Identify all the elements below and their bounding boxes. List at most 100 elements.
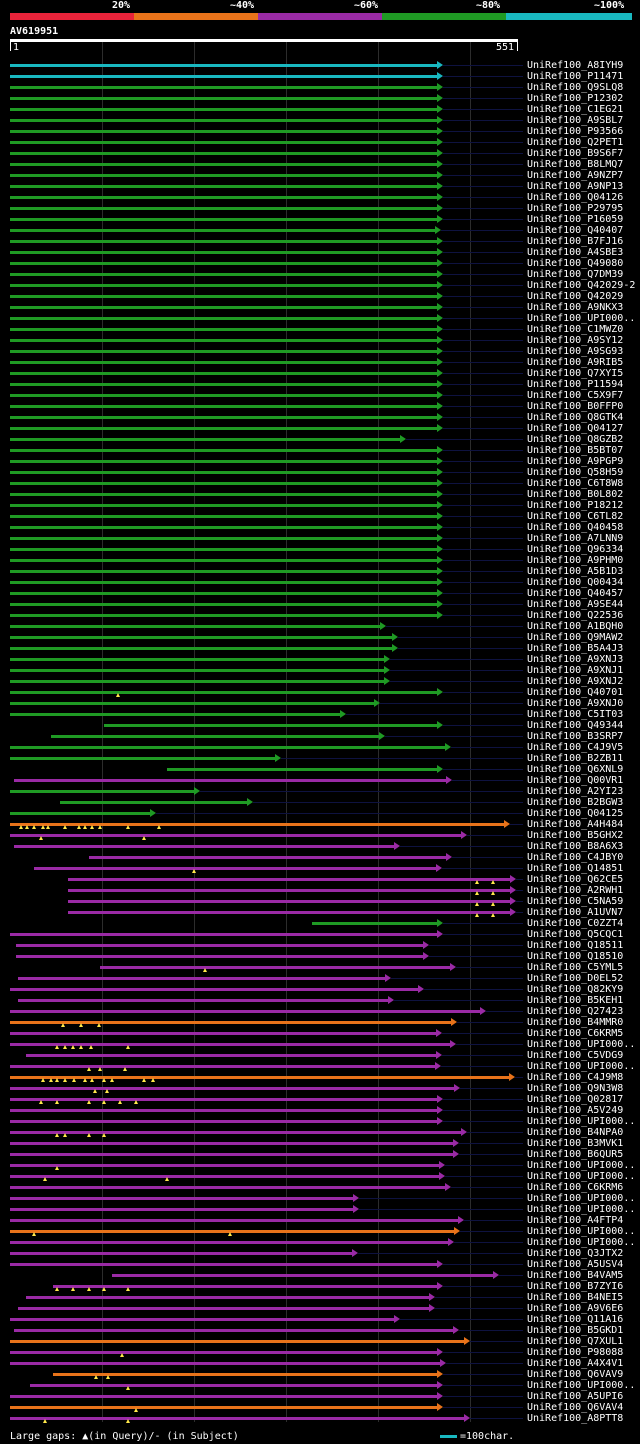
hit-label[interactable]: UniRef100_Q22536: [527, 610, 624, 621]
hit-bar[interactable]: [10, 196, 438, 199]
hit-bar[interactable]: [10, 482, 438, 485]
hit-label[interactable]: UniRef100_Q42029: [527, 291, 624, 302]
hit-label[interactable]: UniRef100_A9XNJ2: [527, 676, 624, 687]
hit-label[interactable]: UniRef100_Q42029-2: [527, 280, 636, 291]
hit-arrow-icon[interactable]: [437, 149, 444, 157]
hit-bar[interactable]: [17, 1307, 430, 1310]
hit-label[interactable]: UniRef100_B2BGW3: [527, 797, 624, 808]
hit-label[interactable]: UniRef100_A8IYH9: [527, 60, 624, 71]
hit-bar[interactable]: [10, 1120, 438, 1123]
hit-label[interactable]: UniRef100_A5V249: [527, 1105, 624, 1116]
hit-arrow-icon[interactable]: [437, 369, 444, 377]
hit-bar[interactable]: [10, 218, 438, 221]
hit-arrow-icon[interactable]: [444, 1183, 451, 1191]
hit-arrow-icon[interactable]: [449, 963, 456, 971]
hit-arrow-icon[interactable]: [437, 347, 444, 355]
hit-bar[interactable]: [112, 1274, 493, 1277]
hit-bar[interactable]: [10, 97, 438, 100]
hit-arrow-icon[interactable]: [437, 1381, 444, 1389]
hit-label[interactable]: UniRef100_UPI000..: [527, 1204, 636, 1215]
hit-arrow-icon[interactable]: [510, 886, 517, 894]
hit-arrow-icon[interactable]: [388, 996, 395, 1004]
hit-label[interactable]: UniRef100_Q14851: [527, 863, 624, 874]
hit-bar[interactable]: [10, 1164, 439, 1167]
hit-arrow-icon[interactable]: [437, 237, 444, 245]
hit-arrow-icon[interactable]: [400, 435, 407, 443]
hit-label[interactable]: UniRef100_B0L802: [527, 489, 624, 500]
hit-bar[interactable]: [100, 966, 450, 969]
hit-bar[interactable]: [10, 1219, 458, 1222]
hit-arrow-icon[interactable]: [437, 325, 444, 333]
hit-arrow-icon[interactable]: [422, 941, 429, 949]
hit-label[interactable]: UniRef100_Q62CE5: [527, 874, 624, 885]
hit-bar[interactable]: [10, 625, 381, 628]
hit-arrow-icon[interactable]: [437, 765, 444, 773]
hit-arrow-icon[interactable]: [434, 226, 441, 234]
hit-label[interactable]: UniRef100_A9NKX3: [527, 302, 624, 313]
hit-bar[interactable]: [13, 779, 446, 782]
hit-bar[interactable]: [10, 207, 438, 210]
hit-bar[interactable]: [10, 526, 438, 529]
hit-label[interactable]: UniRef100_UPI000..: [527, 1380, 636, 1391]
hit-arrow-icon[interactable]: [437, 160, 444, 168]
hit-label[interactable]: UniRef100_B5A4J3: [527, 643, 624, 654]
hit-bar[interactable]: [10, 1098, 438, 1101]
hit-arrow-icon[interactable]: [454, 1227, 461, 1235]
hit-arrow-icon[interactable]: [437, 1348, 444, 1356]
hit-arrow-icon[interactable]: [422, 952, 429, 960]
hit-label[interactable]: UniRef100_Q7XYI5: [527, 368, 624, 379]
hit-bar[interactable]: [10, 229, 435, 232]
hit-bar[interactable]: [59, 801, 247, 804]
hit-label[interactable]: UniRef100_UPI000..: [527, 1160, 636, 1171]
hit-arrow-icon[interactable]: [492, 1271, 499, 1279]
hit-bar[interactable]: [10, 1032, 436, 1035]
hit-bar[interactable]: [50, 735, 379, 738]
hit-bar[interactable]: [10, 295, 438, 298]
hit-bar[interactable]: [33, 867, 437, 870]
hit-arrow-icon[interactable]: [352, 1194, 359, 1202]
hit-arrow-icon[interactable]: [437, 1370, 444, 1378]
hit-arrow-icon[interactable]: [437, 457, 444, 465]
hit-bar[interactable]: [10, 317, 438, 320]
hit-arrow-icon[interactable]: [437, 358, 444, 366]
hit-arrow-icon[interactable]: [429, 1304, 436, 1312]
hit-arrow-icon[interactable]: [480, 1007, 487, 1015]
hit-arrow-icon[interactable]: [434, 1062, 441, 1070]
hit-label[interactable]: UniRef100_UPI000..: [527, 1237, 636, 1248]
hit-bar[interactable]: [10, 603, 438, 606]
hit-label[interactable]: UniRef100_C4J9V5: [527, 742, 624, 753]
hit-label[interactable]: UniRef100_A9RIB5: [527, 357, 624, 368]
hit-label[interactable]: UniRef100_A4FTP4: [527, 1215, 624, 1226]
hit-arrow-icon[interactable]: [437, 501, 444, 509]
hit-arrow-icon[interactable]: [437, 215, 444, 223]
hit-label[interactable]: UniRef100_Q96334: [527, 544, 624, 555]
hit-bar[interactable]: [10, 713, 341, 716]
hit-arrow-icon[interactable]: [437, 281, 444, 289]
hit-arrow-icon[interactable]: [437, 1095, 444, 1103]
hit-arrow-icon[interactable]: [437, 930, 444, 938]
hit-label[interactable]: UniRef100_B4NEI5: [527, 1292, 624, 1303]
hit-label[interactable]: UniRef100_P98088: [527, 1347, 624, 1358]
hit-arrow-icon[interactable]: [374, 699, 381, 707]
hit-label[interactable]: UniRef100_Q40457: [527, 588, 624, 599]
hit-arrow-icon[interactable]: [453, 1084, 460, 1092]
hit-arrow-icon[interactable]: [436, 1051, 443, 1059]
hit-bar[interactable]: [10, 592, 438, 595]
hit-bar[interactable]: [68, 911, 511, 914]
hit-arrow-icon[interactable]: [437, 380, 444, 388]
hit-bar[interactable]: [10, 537, 438, 540]
hit-bar[interactable]: [10, 1153, 453, 1156]
hit-label[interactable]: UniRef100_A2RWH1: [527, 885, 624, 896]
hit-label[interactable]: UniRef100_A9NP13: [527, 181, 624, 192]
hit-bar[interactable]: [10, 581, 438, 584]
hit-bar[interactable]: [17, 977, 386, 980]
hit-arrow-icon[interactable]: [437, 116, 444, 124]
hit-arrow-icon[interactable]: [429, 1293, 436, 1301]
hit-bar[interactable]: [25, 1296, 430, 1299]
hit-label[interactable]: UniRef100_A9XNJ1: [527, 665, 624, 676]
hit-label[interactable]: UniRef100_Q40407: [527, 225, 624, 236]
hit-bar[interactable]: [10, 163, 438, 166]
hit-bar[interactable]: [10, 284, 438, 287]
hit-label[interactable]: UniRef100_C5NA59: [527, 896, 624, 907]
hit-arrow-icon[interactable]: [437, 1117, 444, 1125]
